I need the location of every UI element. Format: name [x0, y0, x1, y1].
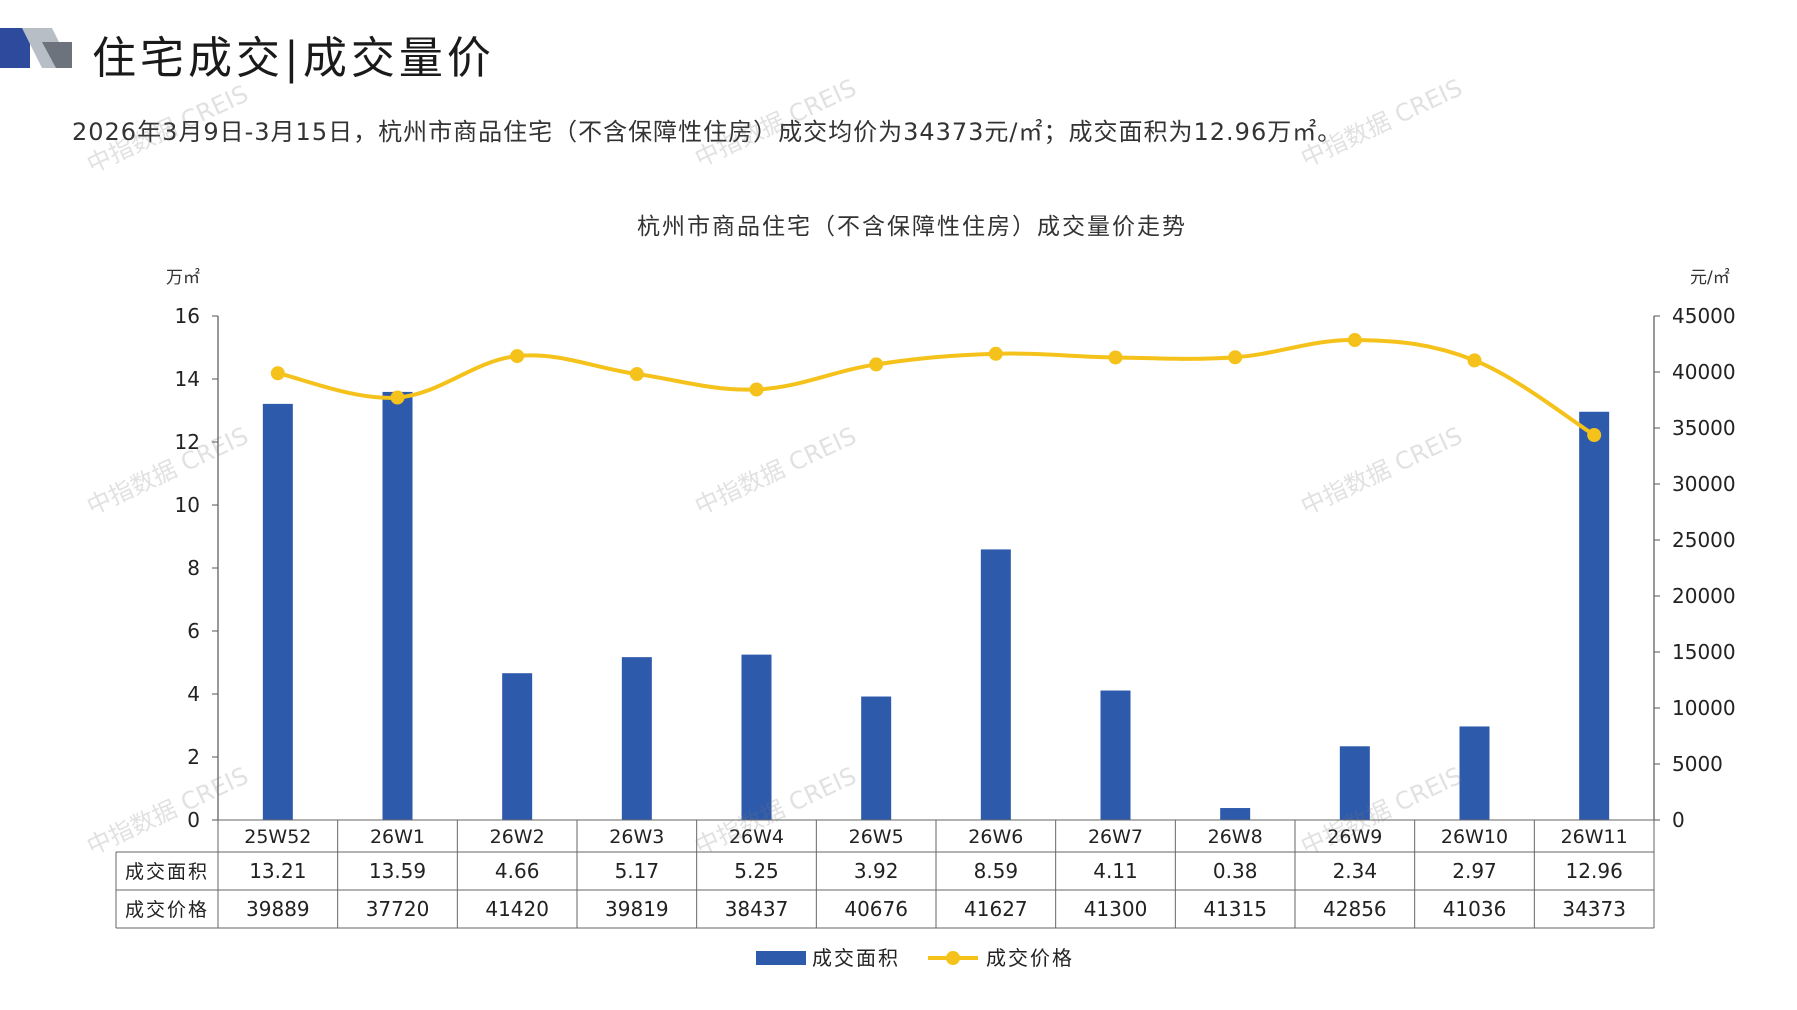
price-value: 39889 [246, 897, 310, 921]
right-tick-label: 15000 [1672, 640, 1736, 664]
left-tick-label: 2 [187, 745, 200, 769]
price-value: 41036 [1443, 897, 1507, 921]
area-value: 8.59 [974, 859, 1019, 883]
price-point-25W52 [270, 366, 285, 381]
category-label: 26W5 [849, 826, 904, 848]
category-label: 26W2 [490, 826, 545, 848]
bar-26W2 [502, 673, 533, 820]
legend-bar-label: 成交面积 [812, 946, 900, 970]
price-value: 34373 [1562, 897, 1626, 921]
right-tick-label: 0 [1672, 808, 1685, 832]
right-tick-label: 45000 [1672, 304, 1736, 328]
price-value: 41627 [964, 897, 1028, 921]
right-tick-label: 30000 [1672, 472, 1736, 496]
bar-26W1 [382, 391, 413, 820]
category-label: 26W3 [609, 826, 664, 848]
left-tick-label: 14 [175, 367, 200, 391]
area-value: 4.66 [495, 859, 540, 883]
area-value: 12.96 [1566, 859, 1623, 883]
price-point-26W10 [1467, 353, 1482, 368]
line-series [270, 333, 1602, 443]
left-tick-label: 16 [175, 304, 200, 328]
area-value: 4.11 [1093, 859, 1138, 883]
bar-series [262, 391, 1610, 820]
legend-bar-swatch [756, 951, 806, 965]
brand-logo [0, 28, 72, 68]
legend-line-label: 成交价格 [986, 946, 1074, 970]
table-row-label: 成交面积 [125, 861, 209, 883]
category-label: 26W6 [968, 826, 1023, 848]
price-point-26W4 [749, 382, 764, 397]
left-tick-label: 10 [175, 493, 200, 517]
price-point-26W7 [1108, 350, 1123, 365]
left-tick-label: 6 [187, 619, 200, 643]
right-axis-unit: 元/㎡ [1690, 268, 1730, 288]
left-tick-label: 4 [187, 682, 200, 706]
bar-26W9 [1339, 746, 1370, 820]
bar-26W4 [741, 654, 772, 820]
category-label: 26W7 [1088, 826, 1143, 848]
right-tick-label: 35000 [1672, 416, 1736, 440]
price-value: 37720 [366, 897, 430, 921]
price-value: 38437 [725, 897, 789, 921]
price-point-26W5 [869, 357, 884, 372]
category-label: 26W10 [1441, 826, 1508, 848]
price-line [277, 338, 1596, 437]
data-table: 25W52 26W1 26W2 26W3 26W4 26W5 26W6 26W7 26W8 26W… [115, 819, 1655, 929]
category-label: 26W11 [1561, 826, 1628, 848]
price-value: 41315 [1203, 897, 1267, 921]
price-point-26W2 [510, 349, 525, 364]
bar-26W7 [1100, 690, 1131, 820]
area-value: 3.92 [854, 859, 899, 883]
right-tick-label: 10000 [1672, 696, 1736, 720]
price-value: 41420 [485, 897, 549, 921]
price-point-26W11 [1587, 428, 1602, 443]
price-point-26W3 [629, 367, 644, 382]
area-value: 13.59 [369, 859, 426, 883]
bar-25W52 [262, 403, 293, 820]
price-value: 41300 [1084, 897, 1148, 921]
left-tick-label: 8 [187, 556, 200, 580]
bar-26W11 [1579, 411, 1610, 820]
chart-title: 杭州市商品住宅（不含保障性住房）成交量价走势 [637, 214, 1187, 240]
bar-26W8 [1220, 808, 1251, 820]
page-title: 住宅成交|成交量价 [92, 33, 495, 84]
area-value: 0.38 [1213, 859, 1258, 883]
price-point-26W6 [988, 346, 1003, 361]
right-tick-label: 20000 [1672, 584, 1736, 608]
left-axis-unit: 万㎡ [166, 268, 200, 288]
legend-line-marker [946, 951, 960, 965]
area-value: 5.17 [615, 859, 660, 883]
bar-26W3 [621, 657, 652, 820]
price-value: 42856 [1323, 897, 1387, 921]
price-point-26W8 [1228, 350, 1243, 365]
price-value: 39819 [605, 897, 669, 921]
table-row-label: 成交价格 [125, 899, 209, 921]
category-label: 25W52 [244, 826, 311, 848]
bar-26W6 [980, 549, 1011, 820]
legend: 成交面积 成交价格 [756, 946, 1074, 970]
category-label: 26W9 [1327, 826, 1382, 848]
bar-26W10 [1459, 726, 1490, 820]
area-value: 13.21 [249, 859, 306, 883]
area-value: 5.25 [734, 859, 779, 883]
right-tick-label: 25000 [1672, 528, 1736, 552]
category-label: 26W1 [370, 826, 425, 848]
summary-text: 2026年3月9日-3月15日，杭州市商品住宅（不含保障性住房）成交均价为343… [72, 118, 1343, 146]
left-tick-label: 12 [175, 430, 200, 454]
price-point-26W1 [390, 390, 405, 405]
bar-26W5 [861, 696, 892, 820]
left-tick-label: 0 [187, 808, 200, 832]
price-value: 40676 [844, 897, 908, 921]
area-value: 2.97 [1452, 859, 1497, 883]
right-tick-label: 40000 [1672, 360, 1736, 384]
area-value: 2.34 [1333, 859, 1378, 883]
category-label: 26W8 [1208, 826, 1263, 848]
chart-axes: 0 2 4 6 8 10 12 14 16 0 5000 10000 15000 20000 25000 30… [175, 304, 1736, 832]
right-tick-label: 5000 [1672, 752, 1723, 776]
category-label: 26W4 [729, 826, 784, 848]
price-point-26W9 [1347, 333, 1362, 348]
